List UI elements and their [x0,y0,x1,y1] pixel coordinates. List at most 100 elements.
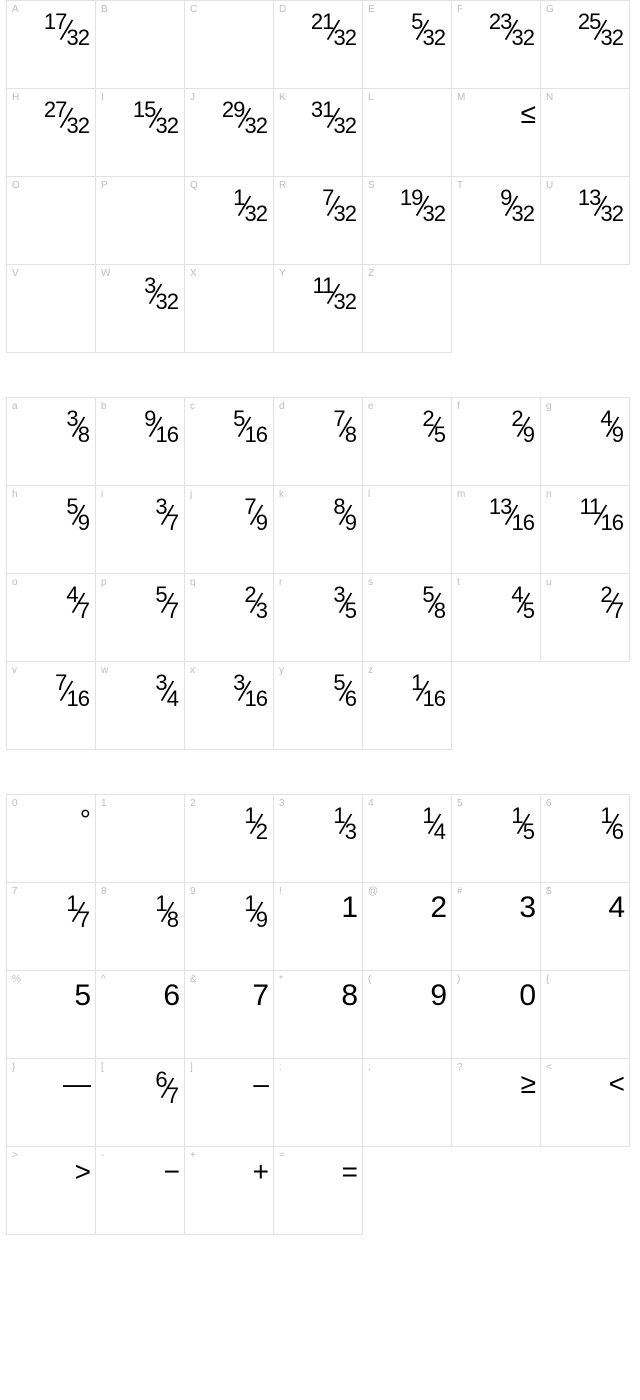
glyph-cell[interactable]: [6/7 [95,1058,185,1147]
glyph-cell[interactable]: n11/16 [540,485,630,574]
glyph-cell[interactable]: o4/7 [6,573,96,662]
glyph-cell[interactable]: 51/5 [451,794,541,883]
glyph-cell[interactable]: ]– [184,1058,274,1147]
cell-key-label: B [101,4,108,15]
glyph-cell[interactable]: }— [6,1058,96,1147]
glyph-cell[interactable]: O [6,176,96,265]
glyph-cell[interactable]: )0 [451,970,541,1059]
glyph-cell[interactable]: J29/32 [184,88,274,177]
glyph-cell[interactable]: { [540,970,630,1059]
glyph-cell[interactable]: E5/32 [362,0,452,89]
glyph-cell[interactable]: D21/32 [273,0,363,89]
glyph-cell[interactable]: -− [95,1146,185,1235]
glyph-cell[interactable]: p5/7 [95,573,185,662]
glyph-cell[interactable]: << [540,1058,630,1147]
cell-key-label: : [279,1062,282,1073]
glyph-cell[interactable]: w3/4 [95,661,185,750]
cell-glyph: 27/32 [7,99,91,137]
glyph-cell[interactable]: 81/8 [95,882,185,971]
glyph-section: a3/8b9/16c5/16d7/8e2/5f2/9g4/9 h5/9i3/7j7… [6,397,640,750]
cell-glyph: 11/32 [274,275,358,313]
cell-glyph: 9/16 [96,408,180,446]
glyph-cell[interactable]: u2/7 [540,573,630,662]
glyph-cell[interactable]: T9/32 [451,176,541,265]
glyph-cell[interactable]: S19/32 [362,176,452,265]
glyph-cell[interactable]: (9 [362,970,452,1059]
glyph-cell[interactable]: z1/16 [362,661,452,750]
glyph-cell[interactable]: Z [362,264,452,353]
glyph-cell[interactable]: e2/5 [362,397,452,486]
cell-glyph: ≤ [452,99,536,129]
glyph-cell[interactable]: K31/32 [273,88,363,177]
glyph-cell[interactable]: 61/6 [540,794,630,883]
glyph-cell[interactable]: 91/9 [184,882,274,971]
glyph-cell[interactable]: &7 [184,970,274,1059]
glyph-cell[interactable]: q2/3 [184,573,274,662]
glyph-cell[interactable]: f2/9 [451,397,541,486]
glyph-cell[interactable]: P [95,176,185,265]
glyph-cell[interactable]: t4/5 [451,573,541,662]
glyph-cell[interactable]: g4/9 [540,397,630,486]
cell-glyph: 3 [452,893,536,923]
glyph-cell[interactable]: x3/16 [184,661,274,750]
glyph-cell[interactable]: Q1/32 [184,176,274,265]
glyph-cell[interactable]: ?≥ [451,1058,541,1147]
glyph-cell[interactable]: V [6,264,96,353]
glyph-cell[interactable]: #3 [451,882,541,971]
glyph-cell[interactable]: W3/32 [95,264,185,353]
glyph-cell[interactable]: 1 [95,794,185,883]
glyph-cell[interactable]: : [273,1058,363,1147]
glyph-cell[interactable]: G25/32 [540,0,630,89]
glyph-cell[interactable]: R7/32 [273,176,363,265]
glyph-cell[interactable]: k8/9 [273,485,363,574]
glyph-cell[interactable]: 21/2 [184,794,274,883]
glyph-cell[interactable]: F23/32 [451,0,541,89]
glyph-cell[interactable]: m13/16 [451,485,541,574]
glyph-cell[interactable]: 41/4 [362,794,452,883]
glyph-cell[interactable]: d7/8 [273,397,363,486]
glyph-cell[interactable]: B [95,0,185,89]
glyph-cell[interactable]: $4 [540,882,630,971]
cell-glyph: 8/9 [274,496,358,534]
glyph-cell[interactable]: 31/3 [273,794,363,883]
glyph-cell[interactable]: c5/16 [184,397,274,486]
glyph-cell[interactable]: >> [6,1146,96,1235]
glyph-cell[interactable]: A17/32 [6,0,96,89]
glyph-cell[interactable]: X [184,264,274,353]
glyph-cell[interactable]: %5 [6,970,96,1059]
glyph-cell[interactable]: !1 [273,882,363,971]
glyph-cell[interactable]: s5/8 [362,573,452,662]
glyph-cell[interactable]: I15/32 [95,88,185,177]
glyph-cell[interactable]: b9/16 [95,397,185,486]
glyph-cell[interactable]: ^6 [95,970,185,1059]
cell-glyph: 2 [363,893,447,923]
glyph-cell[interactable]: C [184,0,274,89]
glyph-cell[interactable]: h5/9 [6,485,96,574]
glyph-cell[interactable]: L [362,88,452,177]
cell-key-label: { [546,974,549,985]
cell-glyph: 1 [274,893,358,923]
glyph-cell[interactable]: @2 [362,882,452,971]
glyph-cell[interactable]: Y11/32 [273,264,363,353]
glyph-cell[interactable]: N [540,88,630,177]
glyph-cell[interactable]: a3/8 [6,397,96,486]
glyph-cell[interactable]: j7/9 [184,485,274,574]
glyph-cell[interactable]: == [273,1146,363,1235]
cell-glyph: 1/4 [363,805,447,843]
glyph-cell[interactable]: 71/7 [6,882,96,971]
glyph-cell[interactable]: 0° [6,794,96,883]
glyph-cell[interactable]: ++ [184,1146,274,1235]
glyph-cell[interactable]: v7/16 [6,661,96,750]
cell-glyph: 7/9 [185,496,269,534]
glyph-cell[interactable]: l [362,485,452,574]
glyph-cell[interactable]: i3/7 [95,485,185,574]
glyph-cell[interactable]: H27/32 [6,88,96,177]
glyph-cell[interactable]: U13/32 [540,176,630,265]
glyph-cell[interactable]: M≤ [451,88,541,177]
character-map: A17/32 B CD21/32E5/32F23/32G25/32 H27/32I15… [0,0,640,1235]
glyph-cell[interactable]: r3/5 [273,573,363,662]
glyph-cell[interactable]: y5/6 [273,661,363,750]
glyph-cell[interactable]: *8 [273,970,363,1059]
cell-glyph: 7/32 [274,187,358,225]
glyph-cell[interactable]: ; [362,1058,452,1147]
